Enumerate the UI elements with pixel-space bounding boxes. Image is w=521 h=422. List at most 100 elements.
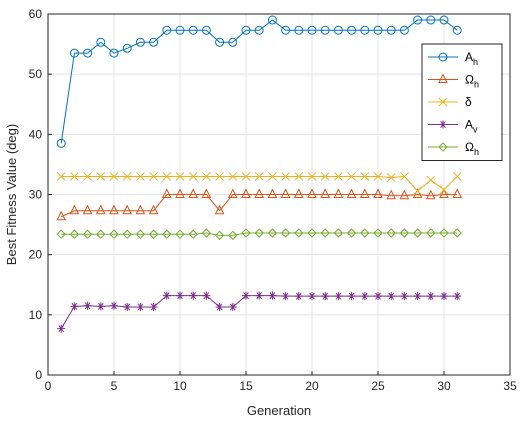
series-5-point <box>148 229 159 239</box>
series-5-point <box>399 228 410 238</box>
series-1-point <box>56 138 66 148</box>
series-1-point <box>307 25 317 35</box>
series-5-point <box>188 229 198 239</box>
series-1-point <box>281 25 291 35</box>
series-2-point <box>399 189 410 200</box>
series-4-point <box>136 303 145 312</box>
series-5-point <box>360 228 370 238</box>
series-4-point <box>70 302 79 311</box>
y-axis-label: Best Fitness Value (deg) <box>4 124 19 265</box>
series-5 <box>56 228 462 241</box>
series-4-point <box>215 303 224 312</box>
series-3-point <box>334 172 343 181</box>
legend-marker <box>438 142 448 152</box>
series-3-point <box>149 172 158 181</box>
series-3-point <box>188 172 198 181</box>
x-tick-label: 25 <box>371 379 385 393</box>
series-4-point <box>83 301 92 310</box>
series-1-point <box>452 25 462 35</box>
series-3-point <box>347 172 356 181</box>
series-5-point <box>294 228 304 238</box>
series-5-point <box>373 228 383 238</box>
series-2-line <box>60 193 458 218</box>
series-5-line <box>61 232 458 236</box>
series-2-point <box>148 204 159 215</box>
series-3-point <box>254 172 264 181</box>
series-5-point <box>82 229 93 239</box>
series-3-point <box>56 172 66 181</box>
series-3-point <box>281 172 290 181</box>
series-5-point <box>214 230 225 241</box>
series-2-point <box>95 204 106 215</box>
series-3-point <box>268 172 277 181</box>
series-1-point <box>267 15 277 25</box>
series-4-line <box>60 295 458 329</box>
series-1-point <box>96 37 106 47</box>
series-2-point <box>214 204 225 215</box>
x-tick-label: 5 <box>111 379 118 393</box>
series-4-point <box>334 292 343 301</box>
series-1-point <box>426 15 436 25</box>
legend-marker <box>438 52 448 62</box>
series-2-point <box>69 204 80 215</box>
series-2-point <box>227 188 238 198</box>
axis-ticks: 0 5 10 15 20 25 30 35 0 10 20 30 40 50 60 <box>29 7 517 393</box>
series-1-point <box>254 25 264 35</box>
series-1-point <box>175 25 185 35</box>
series-3-point <box>215 172 224 181</box>
series-3-point <box>320 172 330 181</box>
series-4-point <box>413 292 422 301</box>
series-1-point <box>399 25 409 35</box>
series-1-point <box>386 25 396 35</box>
series-1-point <box>439 15 449 25</box>
series-2-point <box>320 188 331 198</box>
series-5-point <box>175 229 185 239</box>
series-2-point <box>307 188 317 198</box>
series-1-point <box>413 15 423 25</box>
series-4-point <box>189 291 198 300</box>
series-5-point <box>439 228 449 238</box>
series-2-point <box>452 188 463 198</box>
series-1-point <box>241 25 251 35</box>
series-5-point <box>280 228 291 238</box>
series-2 <box>56 188 463 221</box>
series-2-point <box>56 210 67 221</box>
series-4-point <box>321 292 330 301</box>
series-5-point <box>122 229 132 239</box>
series-4-point <box>110 301 118 310</box>
series-2-point <box>175 188 185 198</box>
series-3-point <box>386 173 396 183</box>
y-tick-label: 60 <box>29 7 43 21</box>
series-3-point <box>83 172 92 181</box>
series-4-point <box>228 303 237 312</box>
series-1-point <box>83 48 93 58</box>
series-5-point <box>452 228 462 238</box>
series-5-point <box>135 229 146 239</box>
x-tick-label: 0 <box>45 379 52 393</box>
series-layer <box>56 15 463 333</box>
series-2-point <box>359 188 370 198</box>
series-4-point <box>162 291 171 300</box>
legend-marker <box>438 73 448 83</box>
x-axis-label: Generation <box>247 403 311 418</box>
series-1-point <box>162 25 172 35</box>
series-4-point <box>294 292 303 301</box>
series-2-point <box>241 188 251 198</box>
x-tick-label: 10 <box>173 379 187 393</box>
series-2-point <box>333 188 344 198</box>
series-3-point <box>452 172 462 181</box>
legend-marker <box>438 97 448 107</box>
series-1-point <box>360 25 370 35</box>
legend-label: Ωh <box>465 140 479 157</box>
series-4-point <box>400 292 409 301</box>
legend-label-main: Ω <box>465 140 474 154</box>
series-5-point <box>333 228 344 238</box>
series-4-point <box>387 292 396 301</box>
series-4-point <box>374 292 382 301</box>
series-3-point <box>228 172 238 181</box>
legend-item: Ωh <box>428 140 479 157</box>
series-1-point <box>109 48 119 58</box>
legend-label: δ <box>465 95 472 109</box>
x-tick-label: 15 <box>239 379 253 393</box>
series-2-point <box>267 188 278 198</box>
